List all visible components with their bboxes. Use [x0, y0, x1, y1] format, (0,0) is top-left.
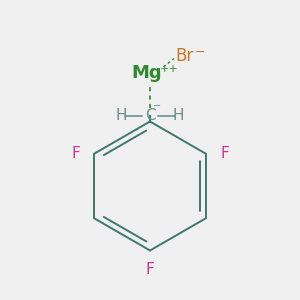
Text: C: C: [145, 108, 155, 123]
Text: Br: Br: [176, 46, 194, 64]
Text: F: F: [220, 146, 229, 161]
Text: ++: ++: [160, 64, 179, 74]
Text: F: F: [71, 146, 80, 161]
Text: −: −: [194, 46, 205, 59]
Text: F: F: [146, 262, 154, 277]
Text: −: −: [153, 101, 162, 111]
Text: Mg: Mg: [132, 64, 162, 82]
Text: H: H: [116, 108, 127, 123]
Text: H: H: [173, 108, 184, 123]
